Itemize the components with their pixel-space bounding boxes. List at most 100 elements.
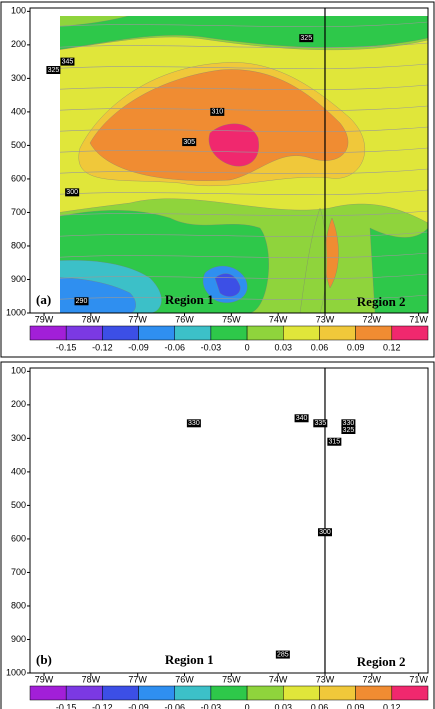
contour-label-bg: [341, 426, 356, 435]
isentrope-line: [30, 571, 428, 577]
colorbar-tick-label: 0.09: [347, 342, 365, 352]
x-tick-label: 79W: [35, 674, 54, 684]
colorbar-tick-label: -0.12: [92, 342, 113, 352]
colorbar-tick-label: 0: [245, 702, 250, 709]
panel: 100 200 300 400 500 600 700 800 900 1000 79W 78W 77W…: [0, 1, 435, 358]
contour-label: 310: [211, 109, 223, 116]
contour-fill: [89, 69, 349, 181]
y-tick-label: 700: [11, 567, 26, 577]
contour-label-bg: [299, 34, 314, 43]
y-tick-label: 700: [11, 207, 26, 217]
contour-fill: [60, 16, 129, 27]
colorbar-tick-label: 0.12: [383, 342, 401, 352]
isentrope-line: [30, 508, 428, 514]
colorbar-tick-label: -0.12: [92, 702, 113, 709]
colorbar-tick-label: 0.12: [383, 702, 401, 709]
contour-fill: [372, 536, 415, 613]
contour-label-bg: [60, 57, 75, 66]
contour-fill: [30, 406, 428, 673]
panel-border: [0, 1, 435, 358]
x-tick-label: 73W: [316, 674, 335, 684]
x-tick-label: 75W: [222, 314, 241, 324]
colorbar-swatch: [65, 685, 103, 701]
y-tick-label: 1000: [6, 307, 26, 317]
x-tick-label: 78W: [82, 314, 101, 324]
colorbar-tick-label: -0.03: [201, 342, 222, 352]
contour-label-bg: [317, 528, 332, 537]
x-tick-label: 72W: [363, 314, 382, 324]
contour-fill: [30, 368, 428, 408]
colorbar-swatch: [29, 325, 67, 341]
x-tick-label: 76W: [175, 674, 194, 684]
contour-fill: [97, 457, 122, 519]
isentrope-line: [60, 273, 429, 279]
x-tick-label: 76W: [175, 314, 194, 324]
colorbar-swatch: [355, 325, 393, 341]
contour-label: 340: [296, 415, 308, 422]
y-tick-label: 1000: [6, 667, 26, 677]
colorbar-swatch: [246, 325, 284, 341]
x-tick-label: 74W: [269, 314, 288, 324]
isentrope-line: [60, 189, 429, 195]
colorbar-tick-label: -0.09: [128, 702, 149, 709]
contour-fill: [208, 123, 259, 167]
y-tick-label: 300: [11, 433, 26, 443]
colorbar-swatch: [355, 685, 393, 701]
panel-label: (b): [36, 652, 52, 667]
contour-label: 335: [314, 420, 326, 427]
y-tick-label: 600: [11, 173, 26, 183]
colorbar-swatch: [138, 325, 175, 341]
x-tick-label: 78W: [82, 674, 101, 684]
colorbar-tick-label: 0.06: [311, 342, 329, 352]
colorbar-swatch: [210, 325, 248, 341]
contour-label: 285: [277, 651, 289, 658]
isentrope-line: [60, 63, 429, 69]
y-tick-label: 800: [11, 600, 26, 610]
y-tick-label: 100: [11, 366, 26, 376]
contour-fill: [177, 436, 321, 579]
colorbar-swatch: [319, 685, 356, 701]
isentrope-line: [60, 42, 429, 48]
y-tick-label: 400: [11, 466, 26, 476]
y-tick-label: 500: [11, 140, 26, 150]
y-tick-label: 600: [11, 533, 26, 543]
colorbar-swatch: [283, 685, 320, 701]
x-tick-label: 77W: [128, 674, 147, 684]
contour-label: 315: [329, 439, 341, 446]
colorbar-tick-label: 0.03: [275, 342, 293, 352]
isentrope-line: [30, 466, 428, 472]
isentrope-line: [30, 550, 428, 556]
y-tick-label: 900: [11, 634, 26, 644]
contour-label-bg: [186, 419, 201, 428]
x-tick-label: 73W: [316, 314, 335, 324]
x-tick-label: 72W: [363, 674, 382, 684]
colorbar-swatch: [391, 685, 429, 701]
panel: 100 200 300 400 500 600 700 800 900 1000 79W 78W 77W…: [0, 361, 435, 709]
panel-border: [0, 361, 435, 709]
colorbar-swatch: [210, 685, 248, 701]
contour-label: 300: [319, 529, 331, 536]
isentrope-line: [60, 252, 429, 258]
y-tick-label: 100: [11, 6, 26, 16]
y-tick-label: 400: [11, 106, 26, 116]
contour-label: 330: [343, 420, 355, 427]
colorbar-tick-label: -0.15: [56, 702, 77, 709]
y-tick-label: 200: [11, 39, 26, 49]
contour-label: 325: [48, 67, 60, 74]
isentrope-line: [30, 382, 428, 388]
x-tick-label: 77W: [128, 314, 147, 324]
contour-label: 290: [76, 298, 88, 305]
colorbar-swatch: [174, 685, 212, 701]
isentrope-line: [30, 403, 428, 409]
region-label: Region 2: [357, 654, 406, 669]
isentrope-line: [60, 210, 429, 216]
contour-fill: [324, 217, 339, 289]
colorbar-swatch: [319, 325, 356, 341]
contour-fill: [210, 639, 240, 661]
colorbar-swatch: [391, 325, 429, 341]
contour-label: 330: [188, 420, 200, 427]
x-tick-label: 75W: [222, 674, 241, 684]
region-label: Region 1: [165, 652, 214, 667]
isentrope-line: [30, 487, 428, 493]
